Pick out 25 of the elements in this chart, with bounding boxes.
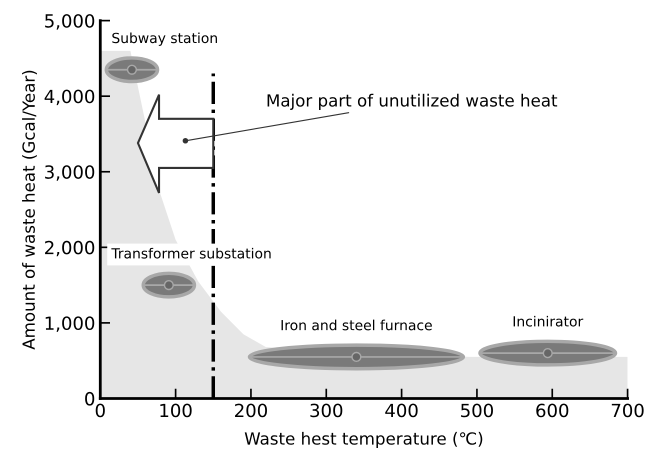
series-label: Incinirator <box>514 316 584 327</box>
series-label: Subway station <box>112 32 217 46</box>
point <box>164 280 174 290</box>
series-label: Iron and steel furnace <box>282 320 432 330</box>
y-tick-label: 1,000 <box>46 316 94 332</box>
point <box>126 64 138 75</box>
y-tick-label: 2,000 <box>45 240 94 256</box>
x-tick-label: 700 <box>612 404 644 418</box>
y-tick-label: 5,000 <box>45 14 94 30</box>
x-tick-label: 300 <box>310 404 342 418</box>
text: Transformer substation <box>111 248 271 259</box>
x-axis-title: Waste hest temperature (℃) <box>244 432 482 448</box>
x-tick-label: 500 <box>461 404 493 418</box>
y-tick-label: 0 <box>85 392 94 406</box>
point <box>542 348 553 358</box>
x-tick-label: 100 <box>160 404 192 418</box>
y-tick-label: 4,000 <box>44 90 94 106</box>
annotation: Major part of unutilized waste heat <box>268 94 558 110</box>
x-tick-label: 400 <box>385 404 418 418</box>
x-tick-label: 600 <box>536 404 568 418</box>
y-tick-label: 3,000 <box>45 165 94 181</box>
y-axis-title: Amount of waste heat (Gcal/Year) <box>22 70 37 350</box>
point <box>351 352 362 362</box>
x-tick-label: 200 <box>235 404 267 418</box>
x-tick-label: 0 <box>96 404 105 418</box>
